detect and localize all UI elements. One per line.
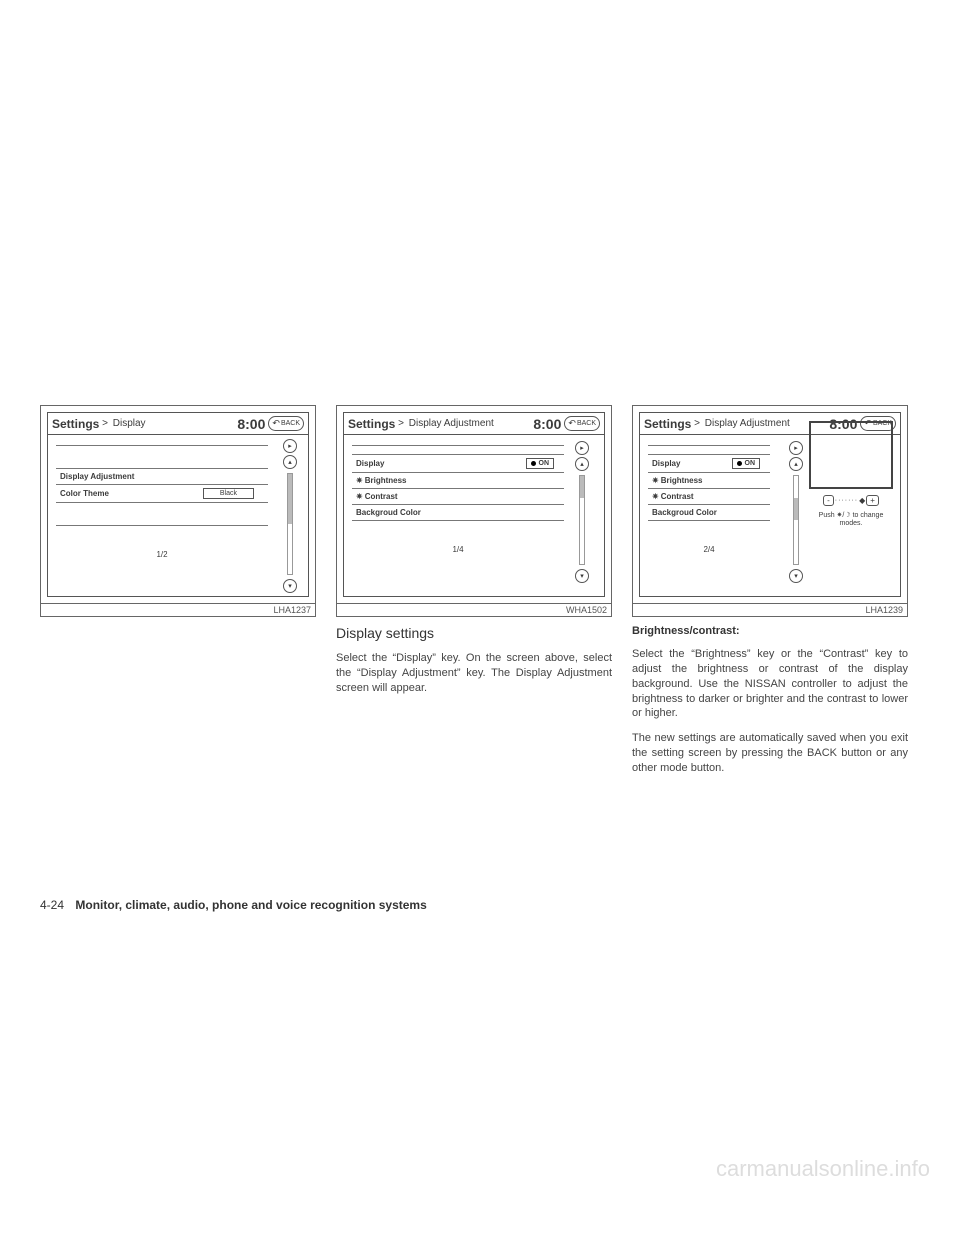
figure-label: LHA1237 [41,603,315,616]
heading-display-settings: Display settings [336,625,612,641]
breadcrumb-sep: > [691,418,702,429]
page-indicator: 1/2 [56,550,268,559]
scroll-right-icon[interactable]: ▸ [575,441,589,455]
menu-item-display-adjustment[interactable]: Display Adjustment [56,468,268,485]
scroll-right-icon[interactable]: ▸ [789,441,803,455]
scroll-column: ▸ ▴ ▾ [272,435,308,597]
breadcrumb-page: Display Adjustment [409,418,494,429]
menu-spacer [56,445,268,469]
menu-spacer [352,520,564,544]
scrollbar[interactable] [287,473,293,575]
menu-label: Display [652,459,680,468]
toggle-on[interactable]: ON [526,458,555,469]
slider-thumb-icon: ◆ [859,496,865,505]
breadcrumb-root: Settings [644,417,691,431]
scroll-down-icon[interactable]: ▾ [575,569,589,583]
menu-label: Display Adjustment [60,472,134,481]
clock: 8:00 [237,416,265,432]
menu-spacer [56,502,268,526]
menu-label: Brightness [365,476,407,485]
menu-spacer [648,520,770,544]
scroll-down-icon[interactable]: ▾ [283,579,297,593]
menu-item-background-color[interactable]: Backgroud Color [352,504,564,521]
plus-button[interactable]: + [866,495,879,506]
sun-icon [356,476,365,485]
menu-label: Contrast [661,492,694,501]
figure-display-adjustment: Settings > Display Adjustment 8:00 BACK … [336,405,612,617]
figure-brightness-contrast: Settings > Display Adjustment 8:00 BACK … [632,405,908,617]
breadcrumb-sep: > [99,418,110,429]
figure-label: WHA1502 [337,603,611,616]
screen-header: Settings > Display 8:00 BACK [48,413,308,435]
page-number: 4-24 [40,898,64,912]
menu-item-contrast[interactable]: Contrast [352,488,564,505]
breadcrumb-root: Settings [348,417,395,431]
slider-track: ······· [835,497,858,504]
column-middle: Settings > Display Adjustment 8:00 BACK … [336,405,612,786]
scroll-down-icon[interactable]: ▾ [789,569,803,583]
scroll-up-icon[interactable]: ▴ [789,457,803,471]
paragraph: Select the “Brightness” key or the “Cont… [632,647,908,721]
scrollbar[interactable] [579,475,585,565]
preview-pane: - ······· ◆ + Push ✷/☽ to change modes. [808,421,894,551]
page-indicator: 1/4 [352,545,564,554]
screen-header: Settings > Display Adjustment 8:00 BACK [344,413,604,435]
figure-display-settings-menu: Settings > Display 8:00 BACK Display Adj… [40,405,316,617]
menu-item-brightness[interactable]: Brightness [352,472,564,489]
scroll-up-icon[interactable]: ▴ [575,457,589,471]
menu-spacer [56,525,268,549]
breadcrumb-page: Display Adjustment [705,418,790,429]
menu-label: Brightness [661,476,703,485]
paragraph: The new settings are automatically saved… [632,731,908,776]
menu-list: Display Adjustment Color Theme Black 1/2 [48,435,272,597]
breadcrumb-root: Settings [52,417,99,431]
menu-item-display[interactable]: Display ON [648,454,770,473]
scroll-column: ▸ ▴ ▾ [564,437,600,587]
screen-display: Settings > Display 8:00 BACK Display Adj… [47,412,309,597]
breadcrumb-page: Display [113,418,146,429]
heading-brightness-contrast: Brightness/contrast: [632,625,908,637]
watermark: carmanualsonline.info [716,1156,930,1182]
menu-label: Backgroud Color [356,508,421,517]
back-button[interactable]: BACK [268,416,304,431]
menu-label: Color Theme [60,489,109,498]
page-footer: 4-24 Monitor, climate, audio, phone and … [40,898,427,912]
preview-box [809,421,893,489]
clock: 8:00 [533,416,561,432]
hint-text: Push ✷/☽ to change modes. [808,512,894,527]
section-title: Monitor, climate, audio, phone and voice… [75,898,426,912]
menu-label: Contrast [365,492,398,501]
menu-item-color-theme[interactable]: Color Theme Black [56,484,268,503]
breadcrumb-sep: > [395,418,406,429]
column-left: Settings > Display 8:00 BACK Display Adj… [40,405,316,786]
page-indicator: 2/4 [648,545,770,554]
sun-icon [356,492,365,501]
menu-item-brightness[interactable]: Brightness [648,472,770,489]
toggle-on[interactable]: ON [732,458,761,469]
menu-item-background-color[interactable]: Backgroud Color [648,504,770,521]
menu-label: Display [356,459,384,468]
sun-icon [652,476,661,485]
minus-button[interactable]: - [823,495,834,506]
menu-label: Backgroud Color [652,508,717,517]
column-right: Settings > Display Adjustment 8:00 BACK … [632,405,908,786]
menu-item-display[interactable]: Display ON [352,454,564,473]
scroll-up-icon[interactable]: ▴ [283,455,297,469]
back-button[interactable]: BACK [564,416,600,431]
brightness-slider[interactable]: - ······· ◆ + [823,495,879,506]
screen-brightness: Settings > Display Adjustment 8:00 BACK … [639,412,901,597]
scrollbar[interactable] [793,475,799,565]
paragraph: Select the “Display” key. On the screen … [336,651,612,696]
menu-value: Black [203,488,254,499]
menu-item-contrast[interactable]: Contrast [648,488,770,505]
figure-label: LHA1239 [633,603,907,616]
sun-icon [652,492,661,501]
screen-display-adjustment: Settings > Display Adjustment 8:00 BACK … [343,412,605,597]
scroll-right-icon[interactable]: ▸ [283,439,297,453]
